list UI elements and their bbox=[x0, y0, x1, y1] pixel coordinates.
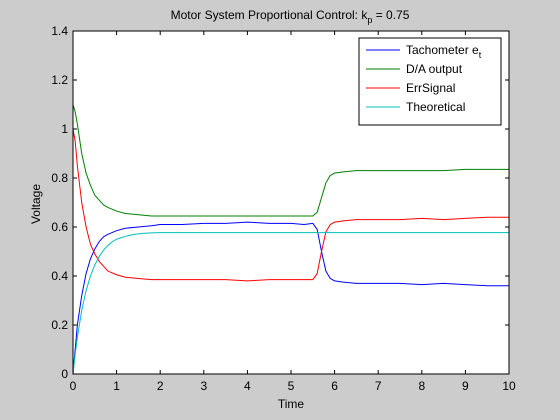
legend-label-subscript-0: t bbox=[479, 50, 482, 60]
series-layer bbox=[73, 104, 509, 374]
plot-frame bbox=[72, 30, 510, 375]
series-line-2 bbox=[73, 128, 509, 282]
y-tick-label: 1.4 bbox=[51, 24, 68, 38]
plot-clip bbox=[73, 104, 509, 374]
y-tick-label: 0.8 bbox=[51, 171, 68, 185]
x-tick-label: 0 bbox=[70, 379, 77, 393]
legend-label-0: Tachometer et bbox=[406, 43, 482, 60]
chart-title-suffix: = 0.75 bbox=[372, 8, 409, 22]
x-tick-label: 8 bbox=[418, 379, 425, 393]
y-tick-label: 0.2 bbox=[51, 318, 68, 332]
chart-title: Motor System Proportional Control: kp = … bbox=[171, 8, 410, 25]
series-line-0 bbox=[73, 221, 509, 374]
x-tick-label: 6 bbox=[331, 379, 338, 393]
x-tick-label: 10 bbox=[502, 379, 516, 393]
y-tick-label: 0.4 bbox=[51, 269, 68, 283]
y-axis-label: Voltage bbox=[29, 184, 43, 224]
x-tick-label: 7 bbox=[375, 379, 382, 393]
legend-items: Tachometer et D/A output ErrSignal Theoreti… bbox=[366, 43, 482, 114]
ticklabel-layer: 0 1 2 3 4 5 6 7 8 9 10 0 0.2 0.4 0.6 0.8 1 1.2 1.4 bbox=[51, 24, 516, 393]
x-axis-label: Time bbox=[278, 397, 305, 411]
series-line-3 bbox=[73, 232, 509, 374]
legend-label-1: D/A output bbox=[406, 62, 463, 76]
x-tick-label: 9 bbox=[462, 379, 469, 393]
x-tick-label: 5 bbox=[288, 379, 295, 393]
x-tick-label: 1 bbox=[113, 379, 120, 393]
legend-label-3: Theoretical bbox=[406, 100, 465, 114]
series-line-1 bbox=[73, 104, 509, 217]
chart-title-subscript: p bbox=[367, 15, 372, 25]
y-tick-label: 0.6 bbox=[51, 220, 68, 234]
legend: Tachometer et D/A output ErrSignal Theoreti… bbox=[358, 37, 502, 126]
legend-box bbox=[358, 37, 502, 126]
legend-label-2: ErrSignal bbox=[406, 81, 455, 95]
y-tick-label: 1.2 bbox=[51, 73, 68, 87]
x-tick-label: 4 bbox=[244, 379, 251, 393]
y-tick-label: 0 bbox=[61, 367, 68, 381]
x-tick-label: 2 bbox=[157, 379, 164, 393]
y-tick-label: 1 bbox=[61, 122, 68, 136]
x-tick-label: 3 bbox=[200, 379, 207, 393]
